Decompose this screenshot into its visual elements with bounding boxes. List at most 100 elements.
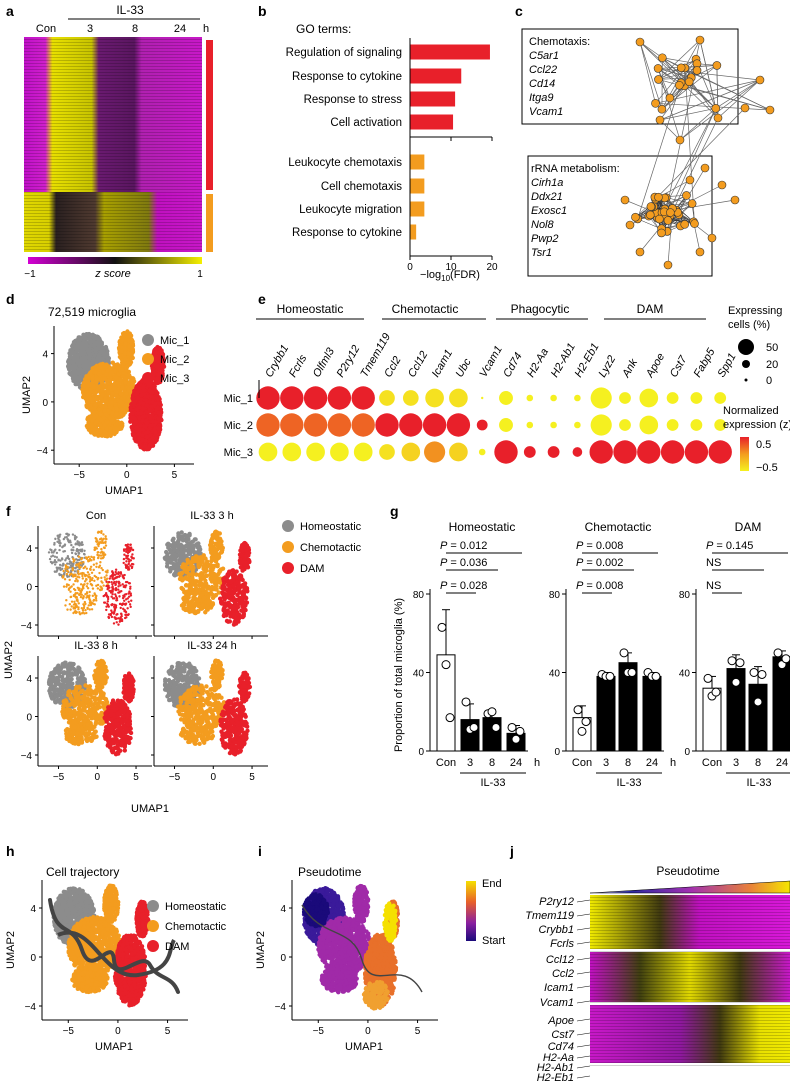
col-label-8: 8 [132,23,138,35]
dotplot-dot [499,391,513,405]
g-data-point [651,671,661,681]
g-data-point [757,669,767,679]
dotplot-dot [449,442,468,462]
legend-swatch-mic2 [142,353,154,365]
umap-d: −5 0 5 4 0 −4 UMAP1 UMAP2 [21,326,194,497]
umap-y-tick: 4 [280,904,286,915]
dotplot-dot [379,390,395,406]
g-data-point [487,707,497,717]
gene-label: Exosc1 [531,205,567,217]
dotplot-dot [684,440,709,464]
j-heatmap [590,895,790,1066]
g-pvalue-label: NS [706,557,721,569]
network-node [676,63,686,73]
dotplot-dot [402,390,419,406]
network-node [712,61,722,70]
dotplot-gene-label: H2-Aa [525,346,551,379]
g-data-point [703,673,713,683]
interaction-network [620,35,775,270]
umap-y-label: UMAP2 [5,931,17,969]
umap-y-tick: 4 [26,544,32,555]
network-node [695,247,705,257]
gene-label: Nol8 [531,219,555,231]
dotplot-dot [714,392,727,404]
go-term-label: Leukocyte chemotaxis [288,157,402,169]
g-data-point [749,668,759,677]
dotplot-dot [574,394,581,402]
dotplot-gene-label: Icam1 [430,348,455,380]
group-chemotactic: Chemotactic [392,302,459,316]
umap-y-tick: −4 [21,751,33,762]
dotplot-dot [330,442,349,462]
g-pvalue-label: P = 0.036 [440,557,487,569]
g-x-tick: 24 [510,757,522,769]
dotplot-gene-label: Lyz2 [596,354,618,380]
panel-letter-a: a [6,3,14,19]
g-data-point [461,697,471,707]
network-node [654,75,663,84]
umap-x-tick: 0 [124,470,130,481]
g-bar [436,654,456,752]
network-node [713,113,723,123]
network-node [711,104,721,113]
umap-i: −5 0 5 4 0 −4 UMAP1 UMAP2 [255,880,438,1053]
col-label-3: 3 [87,23,93,35]
gene-label: Pwp2 [531,233,559,245]
g-x-tick: 3 [467,757,473,769]
dotplot-dot [690,392,703,404]
dotplot-dot [639,415,659,435]
go-bar-chart [410,44,490,240]
panel-letter-i: i [258,843,262,859]
g-y-tick: 40 [549,669,561,680]
network-node [653,64,663,73]
g-subplot-title: DAM [735,520,762,534]
dotplot-dot [639,388,659,408]
il33-group-label: IL-33 [116,3,144,17]
umap-y-tick: 0 [280,953,286,964]
network-node [692,66,702,75]
network-node [687,199,697,208]
legend-swatch-dam [147,940,159,952]
legend-f: Homeostatic Chemotactic DAM [282,520,362,575]
go-bar [410,114,454,130]
dotplot-dot [256,413,280,437]
legend-label: DAM [165,941,189,953]
go-term-label: Cell chemotaxis [321,181,402,193]
panel-letter-j: j [509,843,514,859]
trajectory-branch [57,930,176,978]
g-group-label: IL-33 [746,777,771,789]
umap-x-tick: −5 [313,1026,325,1037]
umap-x-label: UMAP1 [95,1041,133,1053]
j-gene-label: Cd74 [548,1041,574,1053]
dotplot-dot [306,442,325,462]
rrna-title: rRNA metabolism: [531,163,620,175]
cluster-bar-red [206,40,213,190]
j-pseudotime-title: Pseudotime [656,864,720,878]
g-data-point [781,654,790,664]
network-node [635,37,645,47]
g-pvalue-label: P = 0.145 [706,540,753,552]
dotplot-dot [526,421,534,429]
panel-letter-f: f [6,503,11,519]
colorbar-end: End [482,878,502,890]
dotplot-dot [422,413,447,437]
network-node [690,219,699,228]
colorbar-start: Start [482,935,505,947]
g-data-point [491,722,501,732]
dotplot-row-labels: Mic_1 Mic_2 Mic_3 [224,393,253,459]
dotplot-dot [494,440,518,464]
panel-b: b GO terms: Regulation of signaling Respo… [258,3,498,283]
dotplot-dot [666,419,679,431]
dotplot-dot [589,440,613,464]
g-data-point [511,734,521,744]
panel-letter-h: h [6,843,15,859]
gene-label: C5ar1 [529,50,559,62]
umap-y-tick: −4 [25,1002,37,1013]
umap-x-tick: 0 [94,772,100,783]
g-x-tick: 24 [776,757,788,769]
g-data-point [773,648,783,658]
panel-c: c Chemotaxis: C5ar1 Ccl22 Cd14 Itga9 Vca… [515,3,775,277]
gene-label: Ccl22 [529,64,557,76]
